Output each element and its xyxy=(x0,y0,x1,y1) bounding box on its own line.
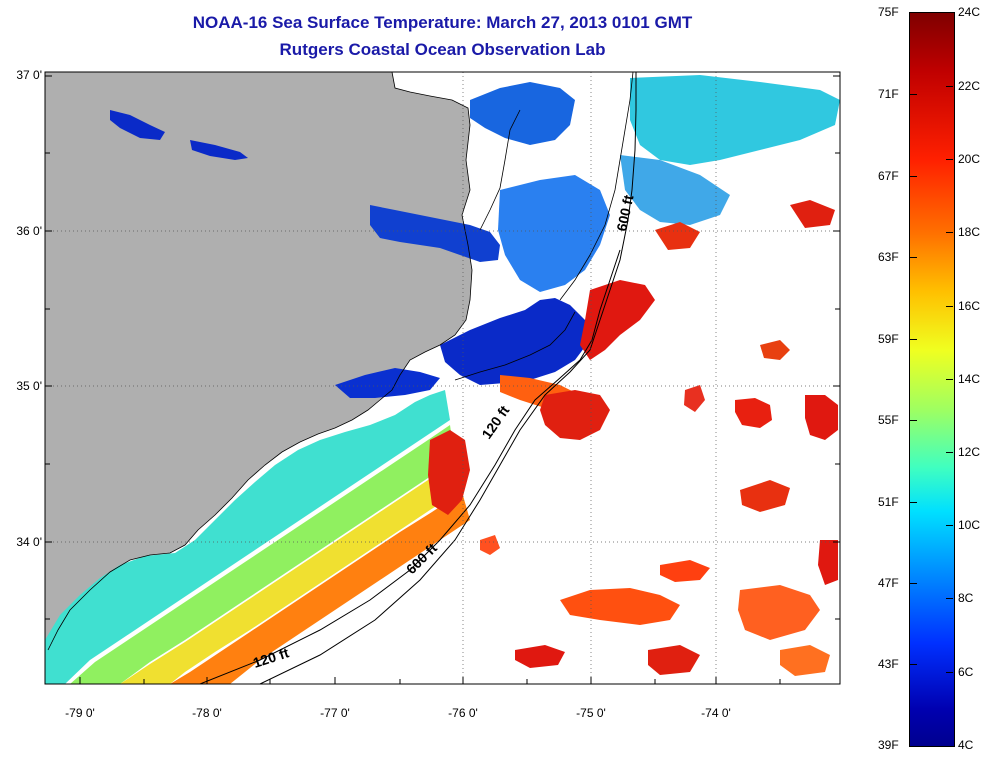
lon-label-75: -75 0' xyxy=(576,706,606,720)
map-title: NOAA-16 Sea Surface Temperature: March 2… xyxy=(192,13,693,32)
c-label-14: 14C xyxy=(958,372,981,386)
c-label-4: 4C xyxy=(958,738,974,752)
contour-120ft xyxy=(199,249,621,684)
lat-label-37: 37 0' xyxy=(16,68,42,82)
northern-blue-band xyxy=(498,175,610,292)
c-label-24: 24C xyxy=(958,5,981,19)
c-label-16: 16C xyxy=(958,299,981,313)
axis-ticks xyxy=(45,75,840,684)
warm-eddy-6 xyxy=(818,540,838,585)
c-label-18: 18C xyxy=(958,225,981,239)
f-label-67: 67F xyxy=(878,169,899,183)
warm-eddy-11 xyxy=(648,645,700,675)
shelf-green xyxy=(45,425,455,684)
warm-eddy-9 xyxy=(515,645,565,668)
grid xyxy=(45,72,840,684)
albemarle-sound xyxy=(370,205,500,262)
bathymetry-contours xyxy=(199,72,637,684)
cape-hatteras-red xyxy=(428,430,470,515)
offshore-teal-north xyxy=(620,155,730,225)
warm-eddy-4 xyxy=(560,588,680,625)
contour-label-600-north: 600 ft xyxy=(613,193,636,232)
f-label-59: 59F xyxy=(878,332,899,346)
shelf-cyan xyxy=(45,390,450,684)
c-label-10: 10C xyxy=(958,518,981,532)
f-label-47: 47F xyxy=(878,576,899,590)
c-label-8: 8C xyxy=(958,591,974,605)
warm-eddy-10 xyxy=(684,385,705,412)
warm-eddy-2 xyxy=(735,398,772,428)
f-label-71: 71F xyxy=(878,87,899,101)
lat-label-34: 34 0' xyxy=(16,535,42,549)
warm-eddy-12 xyxy=(780,645,830,676)
c-label-6: 6C xyxy=(958,665,974,679)
lon-label-79: -79 0' xyxy=(65,706,95,720)
warm-eddy-8 xyxy=(660,560,710,582)
f-label-39: 39F xyxy=(878,738,899,752)
warm-eddy-13 xyxy=(655,222,700,250)
warm-eddy-5 xyxy=(738,585,820,640)
warm-eddy-7 xyxy=(740,480,790,512)
c-label-20: 20C xyxy=(958,152,981,166)
f-label-51: 51F xyxy=(878,495,899,509)
land-mass xyxy=(45,72,472,684)
shelf-orange xyxy=(170,492,470,684)
inland-lake-2 xyxy=(190,140,248,160)
c-label-12: 12C xyxy=(958,445,981,459)
coastline xyxy=(47,72,634,651)
lon-label-78: -78 0' xyxy=(192,706,222,720)
c-label-22: 22C xyxy=(958,79,981,93)
pamlico-sound xyxy=(440,298,590,385)
map-subtitle: Rutgers Coastal Ocean Observation Lab xyxy=(279,40,606,59)
contour-600ft xyxy=(259,72,637,684)
lon-label-77: -77 0' xyxy=(320,706,350,720)
chesapeake-mouth xyxy=(470,82,575,145)
gulf-stream-core xyxy=(580,280,655,360)
warm-eddy-1 xyxy=(540,390,610,440)
f-label-75: 75F xyxy=(878,5,899,19)
warm-eddy-16 xyxy=(480,535,500,555)
f-label-55: 55F xyxy=(878,413,899,427)
lon-label-74: -74 0' xyxy=(701,706,731,720)
offshore-cyan-north xyxy=(630,75,840,165)
lake-drummond xyxy=(110,110,165,140)
lat-label-35: 35 0' xyxy=(16,379,42,393)
warm-eddy-14 xyxy=(790,200,835,228)
f-label-43: 43F xyxy=(878,657,899,671)
lat-label-36: 36 0' xyxy=(16,224,42,238)
neuse-river xyxy=(335,368,440,398)
f-label-63: 63F xyxy=(878,250,899,264)
warm-eddy-3 xyxy=(805,395,838,440)
warm-eddy-15 xyxy=(760,340,790,360)
shelf-yellow xyxy=(120,462,462,684)
lon-label-76: -76 0' xyxy=(448,706,478,720)
map-frame xyxy=(44,71,841,685)
